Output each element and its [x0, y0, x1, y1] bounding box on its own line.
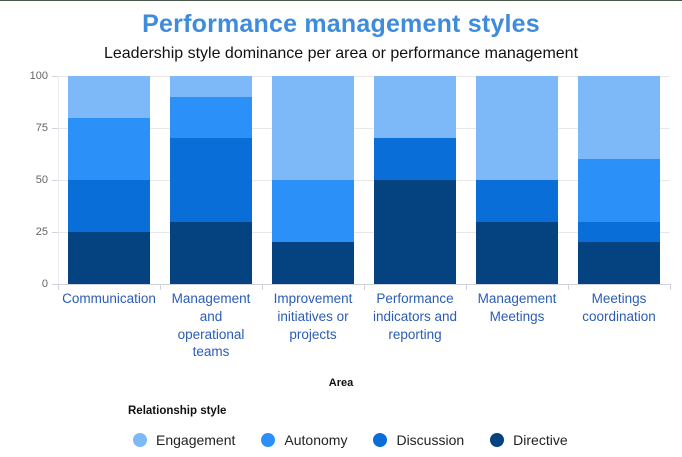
- legend-item-directive[interactable]: Directive: [490, 432, 568, 448]
- legend-swatch-circle-icon: [373, 433, 388, 447]
- category-label: Management Meetings: [477, 291, 557, 324]
- bar-segment-engagement[interactable]: [68, 76, 150, 118]
- legend: Engagement Autonomy Discussion Directive: [133, 432, 568, 448]
- y-tick-label: 50: [35, 174, 48, 186]
- bar-segment-directive[interactable]: [476, 221, 558, 284]
- bar-segment-discussion[interactable]: [476, 180, 558, 222]
- bar-segment-discussion[interactable]: [374, 138, 456, 180]
- x-axis-tick: [364, 284, 365, 290]
- y-axis-tick: [52, 76, 58, 77]
- bar-segment-engagement[interactable]: [476, 76, 558, 180]
- x-axis-tick: [160, 284, 161, 290]
- bar-segment-directive[interactable]: [272, 242, 354, 284]
- gridline: [58, 76, 670, 77]
- y-tick-label: 100: [29, 70, 48, 82]
- x-axis-title: Area: [328, 377, 354, 389]
- chart-title: Performance management styles: [142, 10, 540, 38]
- legend-label: Engagement: [156, 432, 236, 448]
- bar-segment-autonomy[interactable]: [68, 117, 150, 180]
- x-axis-tick: [670, 284, 671, 290]
- bar-column: [160, 76, 262, 284]
- category-label: Communication: [62, 291, 156, 306]
- category-label: Management and operational teams: [171, 291, 251, 360]
- category-label: Performance indicators and reporting: [372, 291, 458, 342]
- y-axis-tick: [52, 128, 58, 129]
- y-axis-tick: [52, 284, 58, 285]
- x-axis-tick: [568, 284, 569, 290]
- plot-area: 000: [58, 76, 670, 285]
- chart-subtitle: Leadership style dominance per area or p…: [103, 45, 579, 62]
- bar-segment-engagement[interactable]: [272, 76, 354, 180]
- bar-segment-engagement[interactable]: [374, 76, 456, 139]
- x-axis-tick: [262, 284, 263, 290]
- legend-label: Directive: [513, 432, 568, 448]
- bar-column: 0: [262, 76, 364, 284]
- category-label: Meetings coordination: [582, 291, 656, 324]
- y-tick-label: 25: [35, 226, 48, 238]
- x-axis-tick: [58, 284, 59, 290]
- y-tick-label: 0: [41, 278, 48, 290]
- legend-item-discussion[interactable]: Discussion: [373, 432, 464, 448]
- bar-segment-autonomy[interactable]: [170, 96, 252, 139]
- bar-column: [568, 76, 670, 284]
- legend-title: Relationship style: [128, 405, 227, 417]
- legend-swatch-circle-icon: [490, 433, 505, 447]
- gridline: [58, 128, 670, 129]
- bar-segment-autonomy[interactable]: [272, 180, 354, 243]
- bar-segment-directive[interactable]: [578, 242, 660, 284]
- bar-segment-discussion[interactable]: [170, 138, 252, 222]
- bar-segment-engagement[interactable]: [578, 76, 660, 160]
- legend-label: Discussion: [396, 432, 465, 448]
- bar-column: 0: [466, 76, 568, 284]
- legend-swatch-circle-icon: [261, 433, 276, 447]
- y-axis-tick: [52, 180, 58, 181]
- bar-segment-autonomy[interactable]: [578, 159, 660, 222]
- legend-item-engagement[interactable]: Engagement: [133, 432, 235, 448]
- bar-segment-directive[interactable]: [68, 232, 150, 284]
- category-label: Improvement initiatives or projects: [273, 291, 353, 342]
- bar-segment-discussion[interactable]: [68, 180, 150, 232]
- legend-swatch-circle-icon: [133, 433, 147, 447]
- bar-segment-directive[interactable]: [170, 221, 252, 284]
- legend-label: Autonomy: [284, 432, 348, 448]
- gridline: [58, 232, 670, 233]
- legend-item-autonomy[interactable]: Autonomy: [261, 432, 347, 448]
- bar-column: 0: [364, 76, 466, 284]
- bar-column: [58, 76, 160, 284]
- y-axis-tick: [52, 232, 58, 233]
- bar-segment-directive[interactable]: [374, 180, 456, 284]
- y-tick-label: 75: [35, 122, 48, 134]
- bar-segment-engagement[interactable]: [170, 76, 252, 97]
- gridline: [58, 180, 670, 181]
- x-axis-tick: [466, 284, 467, 290]
- bar-segment-discussion[interactable]: [578, 221, 660, 243]
